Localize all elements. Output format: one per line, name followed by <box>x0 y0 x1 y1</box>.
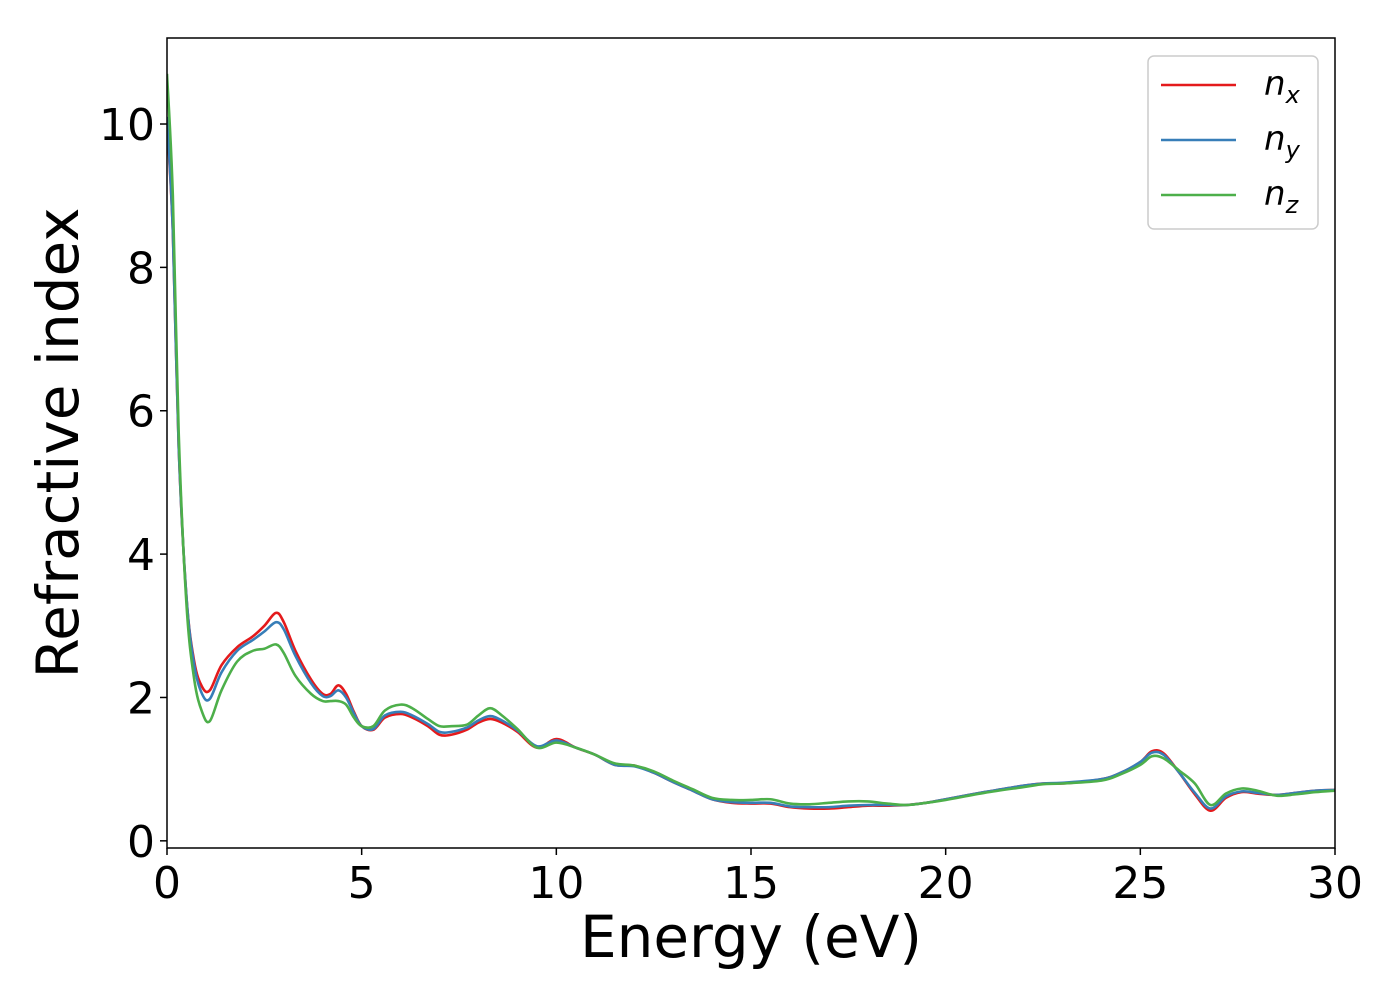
legend-item-x: nx <box>1161 64 1301 109</box>
legend-label-base: n <box>1264 119 1286 159</box>
y-tick-label: 10 <box>99 100 155 151</box>
legend-item-z: nz <box>1161 174 1300 219</box>
legend-label-subscript: z <box>1285 191 1300 219</box>
y-tick-label: 0 <box>127 817 155 868</box>
x-tick-label: 5 <box>348 858 376 909</box>
legend-box <box>1147 55 1319 230</box>
x-axis-label: Energy (eV) <box>580 903 922 971</box>
series-line-z <box>167 73 1335 807</box>
x-tick-label: 15 <box>723 858 779 909</box>
legend-label: ny <box>1264 119 1301 164</box>
series-layer <box>167 73 1335 813</box>
x-tick-label: 20 <box>918 858 974 909</box>
legend-label-base: n <box>1264 64 1286 104</box>
legend-label: nx <box>1264 64 1301 109</box>
legend-label: nz <box>1264 174 1300 219</box>
legend-label-subscript: x <box>1285 81 1301 109</box>
y-tick-label: 6 <box>127 387 155 438</box>
x-tick-label: 10 <box>528 858 584 909</box>
x-tick-label: 30 <box>1307 858 1363 909</box>
legend-item-y: ny <box>1161 119 1301 164</box>
y-tick-label: 2 <box>127 673 155 724</box>
legend-label-subscript: y <box>1285 136 1301 164</box>
y-tick-label: 4 <box>127 530 155 581</box>
x-tick-label: 25 <box>1112 858 1168 909</box>
x-tick-label: 0 <box>153 858 181 909</box>
legend-label-base: n <box>1264 174 1286 214</box>
y-tick-label: 8 <box>127 243 155 294</box>
x-axis-ticks: 0 5 10 15 20 25 30 <box>153 848 1363 909</box>
y-axis-ticks: 0 2 4 6 8 10 <box>99 100 167 868</box>
y-axis-label: Refractive index <box>24 207 92 678</box>
